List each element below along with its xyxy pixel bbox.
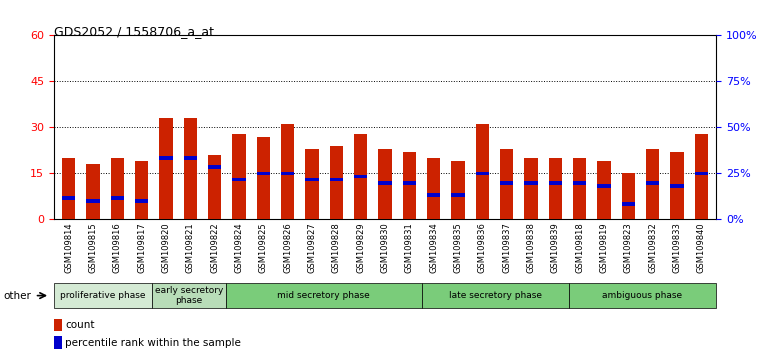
- Bar: [281, 124, 294, 219]
- Bar: [549, 181, 562, 184]
- Bar: [403, 152, 416, 219]
- FancyBboxPatch shape: [569, 283, 716, 308]
- Text: other: other: [4, 291, 32, 301]
- Bar: [256, 172, 270, 175]
- Bar: [476, 172, 489, 175]
- Bar: [354, 175, 367, 178]
- Text: proliferative phase: proliferative phase: [60, 291, 146, 300]
- Bar: [208, 165, 221, 169]
- Bar: [354, 133, 367, 219]
- Bar: [378, 181, 392, 184]
- Bar: [378, 149, 392, 219]
- Bar: [524, 158, 537, 219]
- Bar: [427, 158, 440, 219]
- Bar: [573, 158, 587, 219]
- Text: percentile rank within the sample: percentile rank within the sample: [65, 338, 241, 348]
- Text: count: count: [65, 320, 95, 330]
- Bar: [476, 124, 489, 219]
- Bar: [598, 184, 611, 188]
- Bar: [621, 173, 635, 219]
- Bar: [671, 184, 684, 188]
- Bar: [671, 152, 684, 219]
- Bar: [403, 181, 416, 184]
- Text: late secretory phase: late secretory phase: [449, 291, 542, 300]
- Bar: [62, 158, 75, 219]
- Bar: [646, 181, 659, 184]
- Text: GDS2052 / 1558706_a_at: GDS2052 / 1558706_a_at: [54, 25, 214, 38]
- Bar: [646, 149, 659, 219]
- Bar: [549, 158, 562, 219]
- Bar: [62, 196, 75, 200]
- Bar: [54, 336, 62, 349]
- Bar: [86, 164, 99, 219]
- Bar: [233, 178, 246, 182]
- Bar: [233, 133, 246, 219]
- Text: ambiguous phase: ambiguous phase: [602, 291, 682, 300]
- Bar: [451, 161, 465, 219]
- Bar: [111, 196, 124, 200]
- Bar: [183, 118, 197, 219]
- Bar: [598, 161, 611, 219]
- FancyBboxPatch shape: [226, 283, 422, 308]
- FancyBboxPatch shape: [152, 283, 226, 308]
- Bar: [305, 149, 319, 219]
- Bar: [183, 156, 197, 160]
- Bar: [573, 181, 587, 184]
- Bar: [500, 181, 514, 184]
- Text: early secretory
phase: early secretory phase: [155, 286, 223, 305]
- Bar: [54, 319, 62, 331]
- Bar: [208, 155, 221, 219]
- Bar: [330, 178, 343, 182]
- Bar: [159, 156, 172, 160]
- Bar: [281, 172, 294, 175]
- Bar: [621, 202, 635, 206]
- FancyBboxPatch shape: [422, 283, 569, 308]
- Bar: [159, 118, 172, 219]
- Bar: [451, 193, 465, 197]
- Bar: [427, 193, 440, 197]
- Text: mid secretory phase: mid secretory phase: [277, 291, 370, 300]
- Bar: [330, 146, 343, 219]
- Bar: [256, 137, 270, 219]
- Bar: [500, 149, 514, 219]
- Bar: [695, 133, 708, 219]
- Bar: [135, 161, 149, 219]
- Bar: [305, 178, 319, 182]
- Bar: [524, 181, 537, 184]
- Bar: [111, 158, 124, 219]
- Bar: [695, 172, 708, 175]
- Bar: [86, 199, 99, 203]
- Bar: [135, 199, 149, 203]
- FancyBboxPatch shape: [54, 283, 152, 308]
